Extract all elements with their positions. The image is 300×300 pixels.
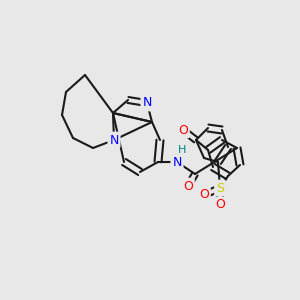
Text: N: N — [172, 155, 182, 169]
Text: O: O — [183, 179, 193, 193]
Text: N: N — [109, 134, 119, 146]
Text: O: O — [178, 124, 188, 136]
Text: H: H — [178, 145, 186, 155]
Text: N: N — [142, 97, 152, 110]
Text: S: S — [216, 182, 224, 194]
Text: O: O — [199, 188, 209, 202]
Text: O: O — [215, 199, 225, 212]
